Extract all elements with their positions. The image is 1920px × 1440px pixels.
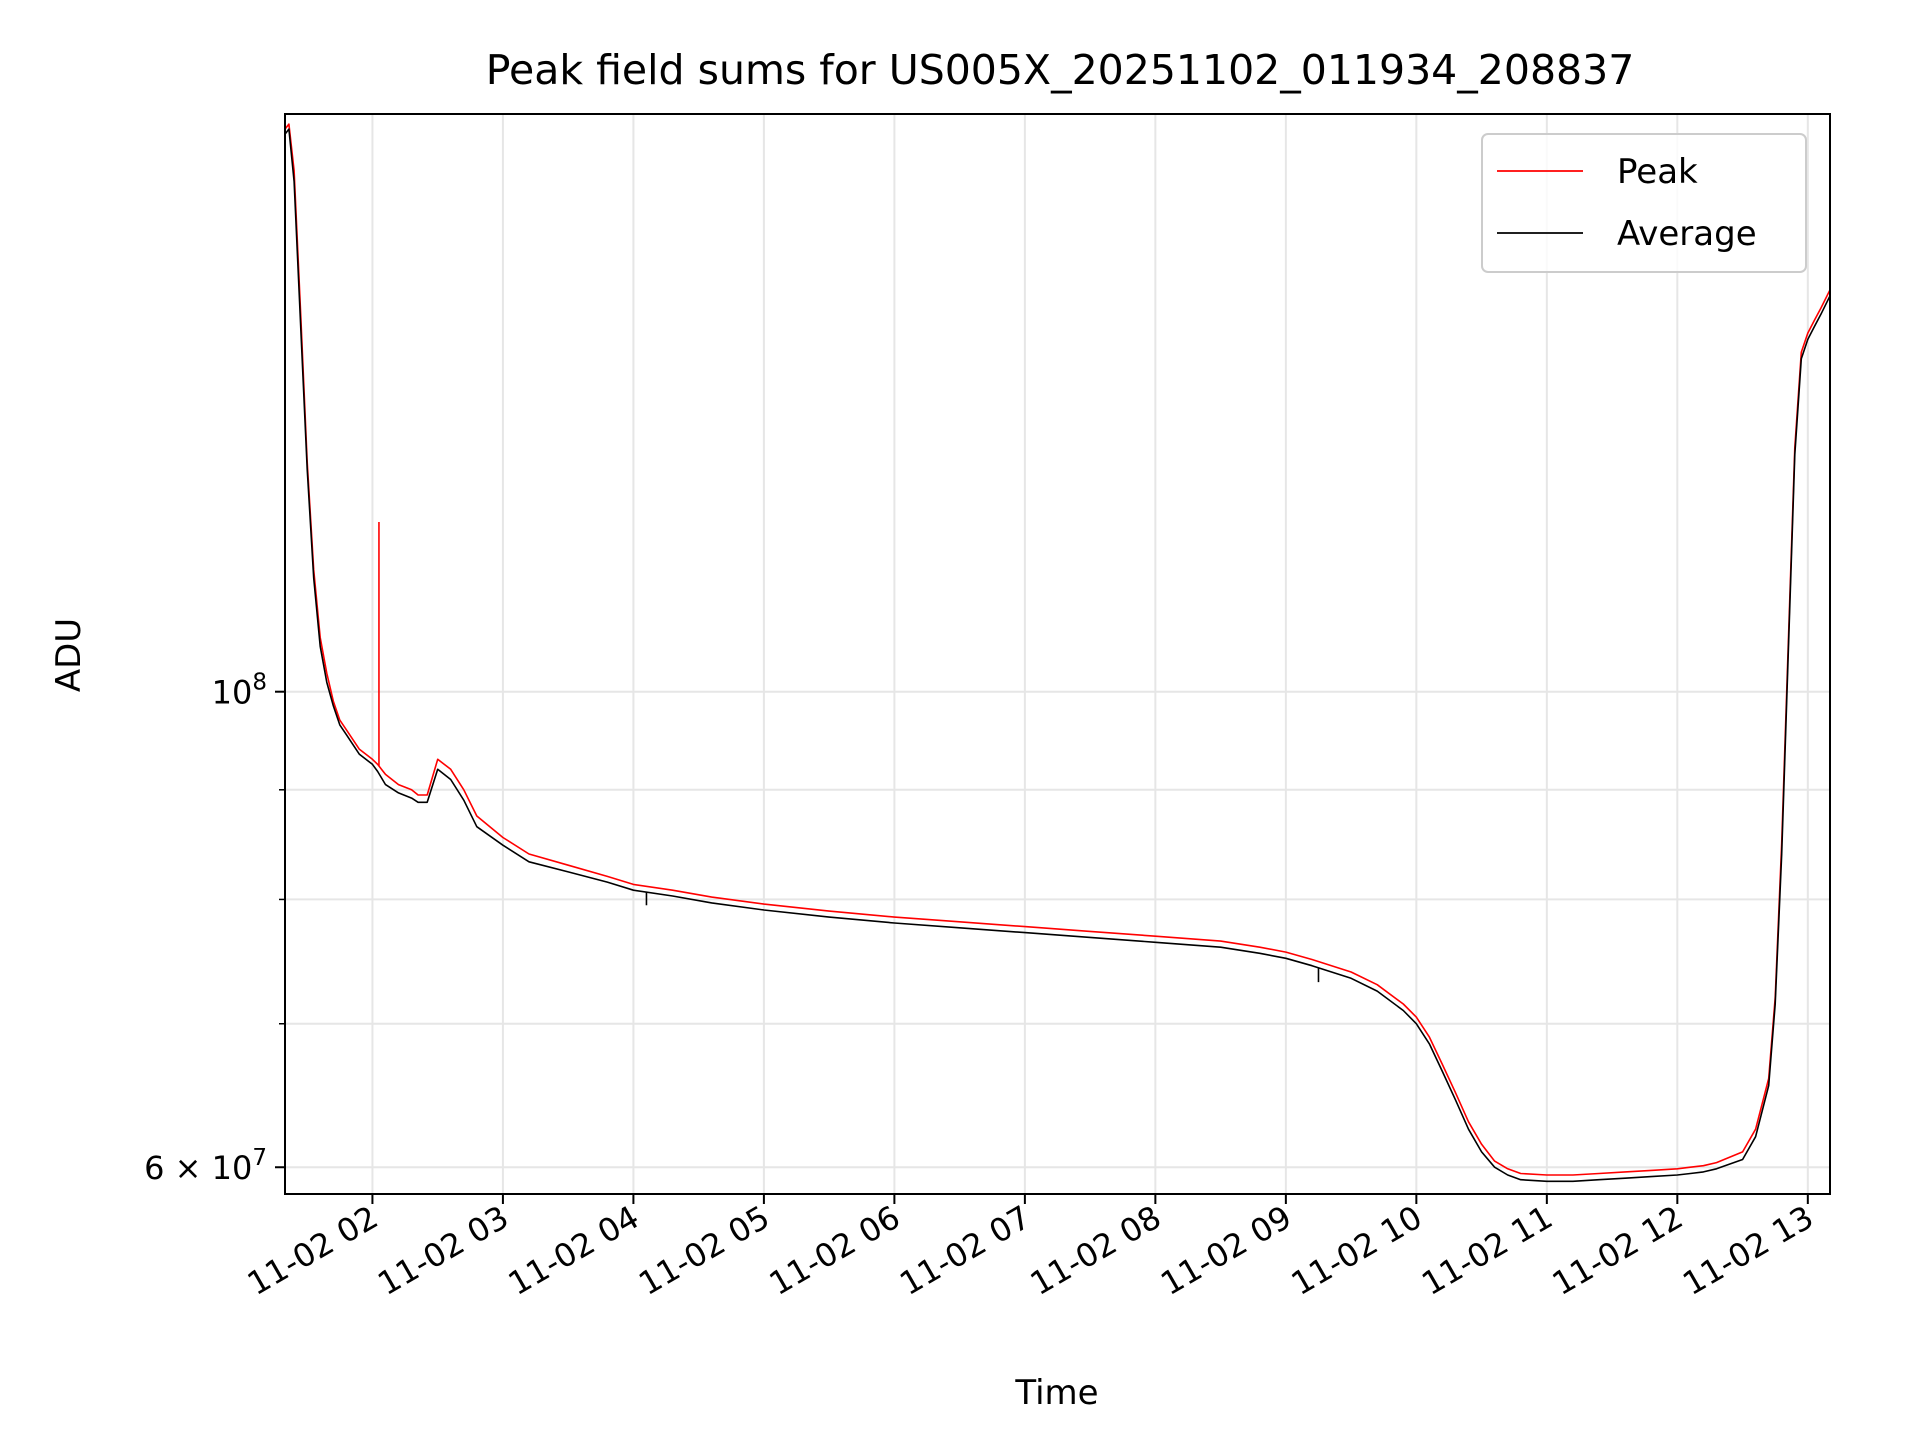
legend-frame: [1481, 133, 1807, 273]
x-axis-label: Time: [1014, 1373, 1098, 1413]
series-line-average: [285, 128, 1830, 1183]
y-axis-label: ADU: [49, 618, 89, 692]
legend-label-average: Average: [1617, 214, 1757, 254]
grid: [285, 114, 1830, 1194]
chart-title: Peak field sums for US005X_20251102_0119…: [486, 46, 1635, 94]
y-axis-ticks: 6 × 107 108: [144, 670, 285, 1187]
legend-label-peak: Peak: [1617, 152, 1698, 192]
series-line-peak: [285, 123, 1830, 1176]
plot-area-frame: [284, 113, 1831, 1195]
y-tick-label: 6 × 107: [144, 1145, 267, 1187]
series-lines: [285, 123, 1830, 1183]
legend: Peak Average: [1481, 133, 1807, 273]
y-tick-label: 108: [212, 670, 267, 712]
